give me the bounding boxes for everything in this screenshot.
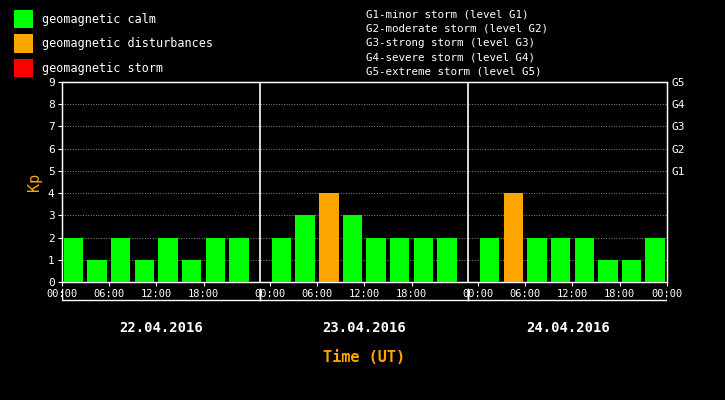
Bar [319,193,339,282]
Text: geomagnetic storm: geomagnetic storm [42,62,163,74]
FancyBboxPatch shape [14,10,33,28]
Bar [551,238,571,282]
Y-axis label: Kp: Kp [28,173,42,191]
Bar [158,238,178,282]
Bar [111,238,130,282]
Bar [229,238,249,282]
Bar [88,260,107,282]
Text: G4-severe storm (level G4): G4-severe storm (level G4) [366,52,535,62]
Bar [206,238,225,282]
Text: geomagnetic disturbances: geomagnetic disturbances [42,37,213,50]
Bar [437,238,457,282]
Bar [343,215,362,282]
FancyBboxPatch shape [14,59,33,77]
Bar [645,238,665,282]
Text: geomagnetic calm: geomagnetic calm [42,13,156,26]
Text: 23.04.2016: 23.04.2016 [323,321,406,335]
Text: G2-moderate storm (level G2): G2-moderate storm (level G2) [366,24,548,34]
Text: G3-strong storm (level G3): G3-strong storm (level G3) [366,38,535,48]
Bar [296,215,315,282]
Text: 22.04.2016: 22.04.2016 [119,321,203,335]
Text: Time (UT): Time (UT) [323,350,405,366]
Bar [366,238,386,282]
Bar [504,193,523,282]
Text: G5-extreme storm (level G5): G5-extreme storm (level G5) [366,66,542,76]
Bar [135,260,154,282]
Bar [272,238,291,282]
Bar [574,238,594,282]
Bar [622,260,641,282]
Bar [598,260,618,282]
Text: G1-minor storm (level G1): G1-minor storm (level G1) [366,10,529,20]
Bar [64,238,83,282]
Text: 24.04.2016: 24.04.2016 [526,321,610,335]
Bar [182,260,202,282]
Bar [527,238,547,282]
Bar [480,238,500,282]
Bar [414,238,433,282]
Bar [390,238,410,282]
FancyBboxPatch shape [14,34,33,53]
